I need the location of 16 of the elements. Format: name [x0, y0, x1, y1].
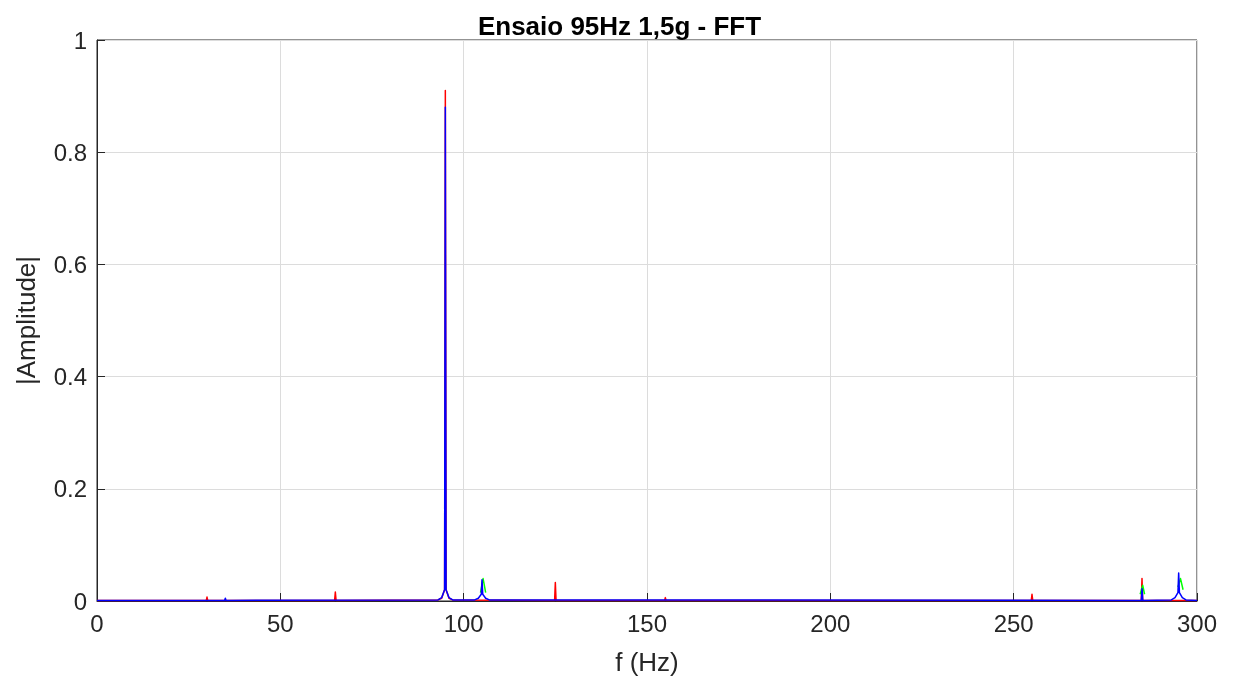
x-tick-label: 0 — [90, 609, 104, 637]
y-axis-title: |Amplitude| — [11, 255, 41, 386]
chart-title: Ensaio 95Hz 1,5g - FFT — [477, 11, 762, 41]
x-tick-label: 200 — [810, 609, 851, 637]
y-tick-label: 1 — [73, 26, 87, 54]
y-tick-label: 0.4 — [53, 363, 87, 391]
x-tick-label: 150 — [626, 609, 668, 637]
x-axis-title: f (Hz) — [615, 647, 679, 677]
x-tick-label: 100 — [443, 609, 484, 637]
x-tick-label: 50 — [266, 609, 294, 637]
y-tick-label: 0.8 — [53, 138, 87, 166]
x-tick-label: 300 — [1176, 609, 1218, 637]
y-tick-label: 0 — [73, 587, 87, 615]
y-tick-label: 0.6 — [53, 250, 87, 278]
x-tick-label: 250 — [993, 609, 1034, 637]
y-tick-label: 0.2 — [53, 475, 87, 503]
